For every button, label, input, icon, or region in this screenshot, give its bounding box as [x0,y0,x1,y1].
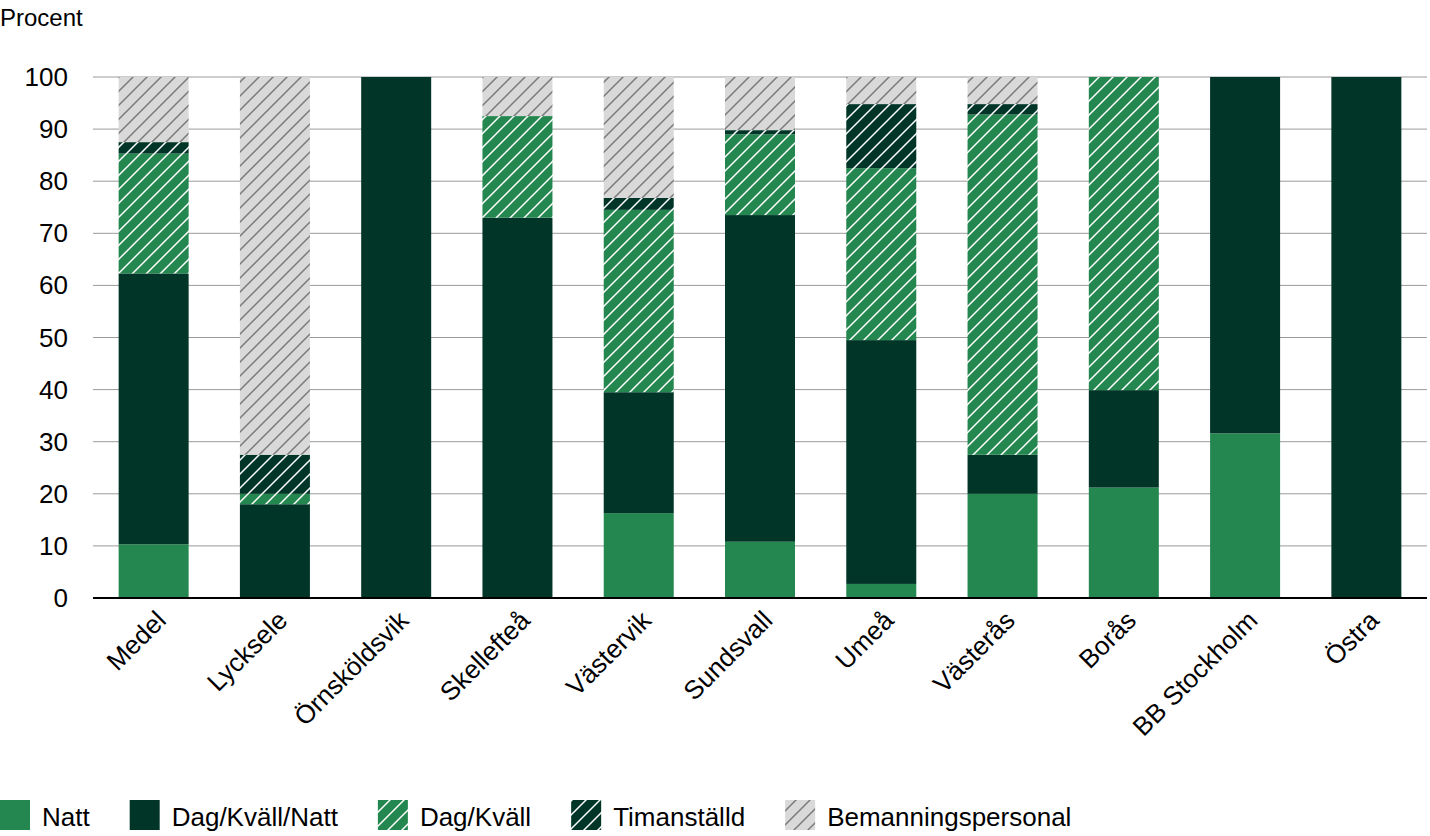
x-tick-label: Östra [1318,605,1385,672]
y-tick-label: 50 [39,323,68,353]
bar-segment [1210,77,1280,78]
bar-segment [1331,77,1401,78]
legend-label: Natt [42,802,90,832]
x-tick-label: Västerås [927,605,1021,699]
bar-segment [361,77,431,598]
bar-segment [725,542,795,598]
legend-label: Bemanningspersonal [827,802,1071,832]
bar-segment [482,77,552,116]
bar-segment [1089,390,1159,487]
legend-swatch [785,800,815,830]
x-tick-label: Lycksele [201,605,293,697]
x-tick-label: Skellefteå [434,605,536,707]
legend-label: Timanställd [613,802,745,832]
y-tick-label: 40 [39,375,68,405]
y-tick-label: 10 [39,531,68,561]
x-tick-label: Medel [101,605,172,676]
bar-segment [846,340,916,584]
y-tick-label: 60 [39,270,68,300]
bar-segment [968,104,1038,114]
bar-segment [725,215,795,542]
bar-segment [725,77,795,130]
bar-segment [604,210,674,392]
y-axis-label: Procent [0,4,83,31]
chart: Procent 0 10 20 30 40 50 60 70 80 90 100 Medel Lyckse… [0,0,1430,836]
bar-segment [968,77,1038,104]
bar-segment [1089,488,1159,598]
legend-swatch [130,800,160,830]
bar-segment [604,77,674,198]
bar-segment [604,392,674,513]
bar-segment [240,455,310,494]
bar-segment [1210,77,1280,78]
bar-segment [1089,77,1159,78]
bar-segment [240,504,310,598]
legend-label: Dag/Kväll/Natt [172,802,339,832]
x-tick-label: Umeå [829,605,900,676]
bar-segment [119,154,189,274]
bar-segment [846,584,916,598]
bar-segment [1210,77,1280,78]
bar-segment [968,115,1038,455]
bar-segment [119,544,189,598]
bar-segment [968,455,1038,494]
legend-swatch [571,800,601,830]
y-tick-label: 30 [39,427,68,457]
bar-segment [240,494,310,504]
legend-swatch [0,800,30,830]
bar-segment [1089,77,1159,390]
bar-segment [846,77,916,104]
bar-segment [968,494,1038,598]
bar-segment [482,218,552,598]
bar-segment [361,77,431,78]
bar-segment [1089,77,1159,78]
y-tick-label: 100 [25,62,68,92]
bar-segment [604,513,674,598]
x-tick-label: Västervik [560,604,658,702]
bar-segment [482,116,552,218]
bar-segment [725,134,795,215]
x-axis-line [93,597,1427,599]
bar-segment [119,77,189,142]
y-tick-label: 90 [39,114,68,144]
bar-segment [119,142,189,153]
bar-segment [846,168,916,340]
x-tick-label: BB Stockholm [1127,605,1264,742]
bars [119,77,1402,598]
bar-segment [361,77,431,78]
bar-segment [119,273,189,544]
bar-segment [361,77,431,78]
y-tick-label: 0 [54,583,68,613]
x-tick-label: Örnsköldsvik [288,604,415,731]
x-tick-label: Borås [1073,605,1142,674]
bar-segment [1331,77,1401,78]
bar-segment [1331,77,1401,78]
y-tick-label: 70 [39,218,68,248]
bar-segment [1210,433,1280,598]
x-tick-label: Sundsvall [677,605,778,706]
legend-swatch [378,800,408,830]
legend-label: Dag/Kväll [420,802,531,832]
bar-segment [240,77,310,455]
bar-segment [1331,77,1401,598]
bar-segment [846,104,916,168]
grid-line [93,598,1427,599]
bar-segment [1210,77,1280,433]
y-tick-label: 80 [39,166,68,196]
y-tick-label: 20 [39,479,68,509]
bar-segment [725,130,795,134]
bar-segment [604,198,674,210]
